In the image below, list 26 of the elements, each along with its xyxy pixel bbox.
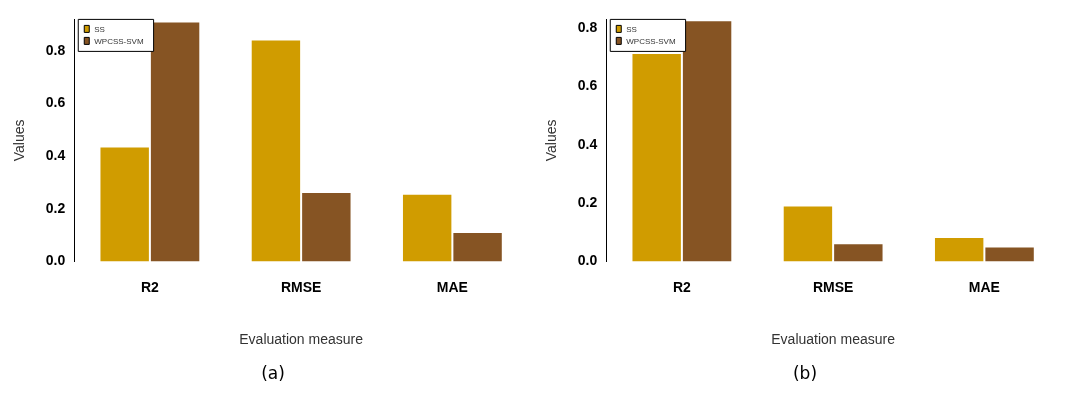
y-tick-label: 0.6 bbox=[45, 94, 66, 111]
y-tick-label: 0.2 bbox=[577, 193, 598, 210]
x-tick-label: RMSE bbox=[812, 278, 854, 295]
legend-label: WPCSS-SVM bbox=[94, 36, 144, 46]
y-tick-label: 0.8 bbox=[577, 19, 598, 36]
x-tick-label: R2 bbox=[140, 278, 160, 295]
legend-label: WPCSS-SVM bbox=[626, 36, 676, 46]
x-tick-label: RMSE bbox=[280, 278, 322, 295]
text: (a) bbox=[260, 363, 286, 383]
y-axis-title: Values bbox=[11, 119, 28, 162]
x-tick-label: MAE bbox=[436, 278, 468, 295]
y-tick-label: 0.6 bbox=[577, 77, 598, 94]
x-axis-title: Evaluation measure bbox=[771, 331, 896, 348]
legend-label: SS bbox=[626, 24, 637, 34]
y-tick-label: 0.0 bbox=[577, 252, 598, 269]
y-axis-title: Values bbox=[543, 119, 560, 162]
x-axis-title: Evaluation measure bbox=[239, 331, 364, 348]
text: (b) bbox=[791, 363, 819, 383]
y-tick-label: 0.4 bbox=[577, 135, 598, 152]
y-tick-label: 0.4 bbox=[45, 147, 66, 164]
x-tick-label: R2 bbox=[672, 278, 692, 295]
x-tick-label: MAE bbox=[968, 278, 1000, 295]
y-tick-label: 0.2 bbox=[45, 199, 66, 216]
legend-label: SS bbox=[94, 24, 105, 34]
y-tick-label: 0.0 bbox=[45, 252, 66, 269]
y-tick-label: 0.8 bbox=[45, 41, 66, 58]
